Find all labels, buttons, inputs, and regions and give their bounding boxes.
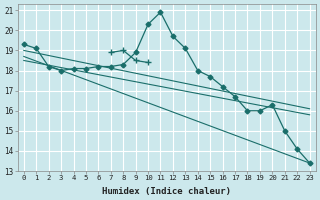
X-axis label: Humidex (Indice chaleur): Humidex (Indice chaleur) <box>102 187 231 196</box>
